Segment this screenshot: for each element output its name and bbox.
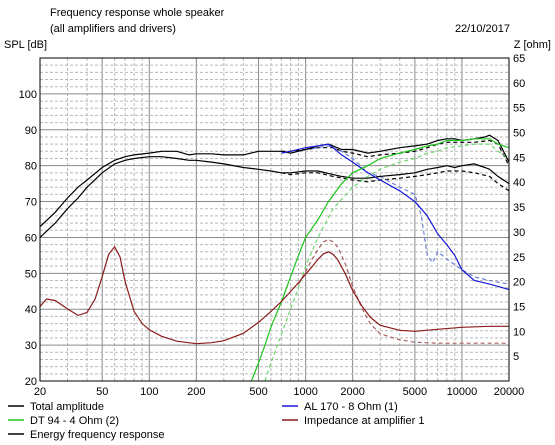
legend-label: AL 170 - 8 Ohm (1) [304,401,398,413]
series-line-impedance-at-amplifier-1 [39,245,509,345]
legend-label: Impedance at amplifier 1 [304,415,424,427]
chart-subtitle: (all amplifiers and drivers) [50,23,176,35]
y-tick-label-left: 40 [25,304,37,316]
series-line-energy-frequency-response [39,156,510,238]
y-tick-label-right: 50 [513,128,525,140]
y-tick-label-left: 50 [25,268,37,280]
y-tick-label-left: 30 [25,340,37,352]
series-line-total-amplitude [39,134,510,228]
series-line-energy-frequency-response-dashed [281,170,510,192]
x-tick-label: 10000 [447,386,478,398]
y-tick-label-right: 45 [513,152,525,164]
y-tick-label-right: 55 [513,103,525,115]
y-tick-labels-right: 5 10 15 20 25 30 35 40 45 50 55 60 65 [513,53,525,363]
y-tick-label-left: 80 [25,161,37,173]
plot-frame [39,57,510,382]
chart-title: Frequency response whole speaker [50,7,225,19]
legend: Total amplitude AL 170 - 8 Ohm (1) DT 94 -… [8,401,424,441]
series-line-dt-94-4-ohm-2 [250,138,510,382]
x-tick-label: 5000 [403,386,427,398]
x-tick-label: 2000 [340,386,364,398]
grid [40,58,509,381]
y-tick-label-left: 60 [25,232,37,244]
legend-label: Energy frequency response [30,429,165,441]
legend-label: Total amplitude [30,401,104,413]
y-tick-label-right: 30 [513,227,525,239]
y-tick-label-right: 10 [513,326,525,338]
series-line-dt-94-4-ohm-2-dashed [264,143,510,382]
y-tick-label-left: 70 [25,197,37,209]
legend-label: DT 94 - 4 Ohm (2) [30,415,119,427]
y-tick-label-right: 65 [513,53,525,65]
x-tick-label: 20000 [494,386,525,398]
y-tick-label-right: 60 [513,78,525,90]
y-tick-label-left: 20 [25,376,37,388]
x-tick-label: 500 [249,386,267,398]
x-tick-label: 1000 [293,386,317,398]
series-line-impedance-at-amplifier-1-dashed [297,238,509,344]
x-tick-label: 50 [96,386,108,398]
series-lines [39,134,510,382]
y-tick-label-right: 25 [513,252,525,264]
y-tick-label-right: 20 [513,277,525,289]
x-tick-labels: 20 50 100 200 500 1000 2000 5000 10000 20000 [34,386,524,398]
x-tick-label: 200 [187,386,205,398]
x-tick-label: 20 [34,386,46,398]
series-line-al-170-8-ohm-1-dashed [305,145,510,285]
y-tick-label-right: 15 [513,301,525,313]
y-tick-label-right: 5 [513,351,519,363]
y-tick-label-right: 40 [513,177,525,189]
series-line-al-170-8-ohm-1 [281,143,510,291]
y-axis-label-right: Z [ohm] [514,39,551,51]
chart-date: 22/10/2017 [455,23,510,35]
y-axis-label-left: SPL [dB] [4,39,47,51]
x-tick-label: 100 [140,386,158,398]
y-tick-label-right: 35 [513,202,525,214]
y-tick-label-left: 100 [19,89,37,101]
y-tick-label-left: 90 [25,125,37,137]
y-tick-labels-left: 20 30 40 50 60 70 80 90 100 [19,89,37,388]
